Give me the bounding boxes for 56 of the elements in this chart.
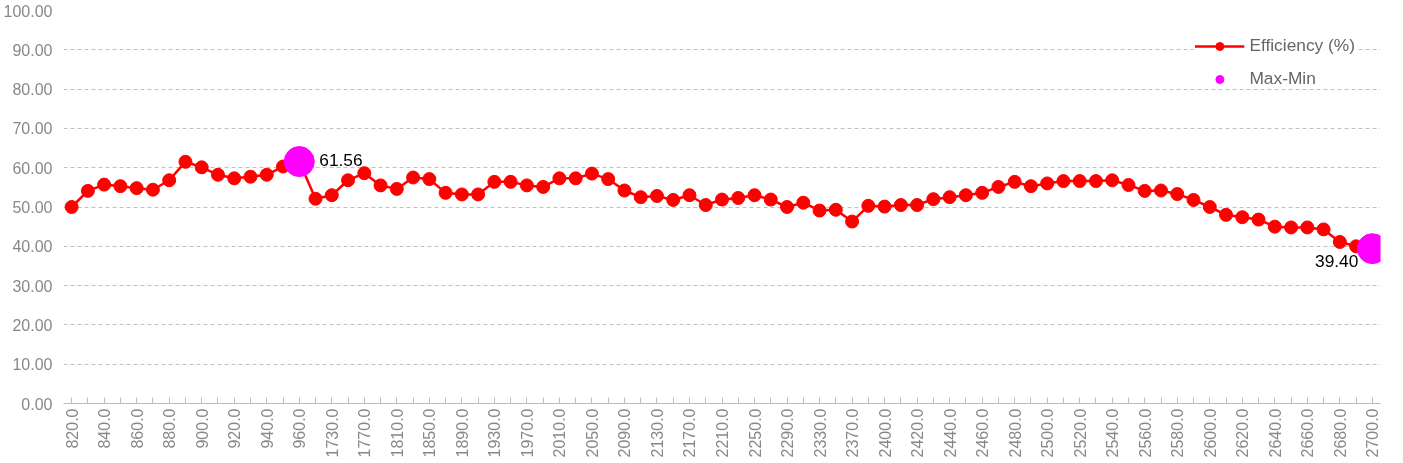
x-tick-label: 2090.0	[616, 408, 634, 458]
x-tick-label: 2400.0	[876, 408, 894, 458]
y-tick-label: 70.00	[12, 120, 53, 138]
x-tick-label: 820.0	[63, 408, 81, 449]
x-tick-label: 2620.0	[1234, 408, 1252, 458]
x-tick-label: 2210.0	[714, 408, 731, 458]
x-tick-label: 860.0	[128, 408, 146, 449]
x-tick-label: 900.0	[193, 408, 211, 449]
x-tick-label: 2600.0	[1201, 408, 1219, 458]
legend-label: Max-Min	[1249, 68, 1316, 89]
data-label: 61.56	[319, 149, 363, 170]
x-tick-label: 2370.0	[844, 408, 862, 458]
x-tick-label: 2640.0	[1266, 408, 1284, 458]
y-tick-label: 30.00	[12, 277, 53, 295]
x-tick-label: 2700.0	[1364, 408, 1382, 458]
legend-label: Efficiency (%)	[1249, 35, 1355, 56]
x-tick-label: 2540.0	[1104, 408, 1122, 458]
x-tick-label: 2290.0	[779, 408, 797, 458]
x-tick-label: 2520.0	[1071, 408, 1089, 458]
y-tick-label: 90.00	[12, 41, 53, 59]
x-tick-label: 1930.0	[486, 408, 504, 458]
x-tick-label: 2330.0	[811, 408, 829, 458]
x-tick-label: 2050.0	[583, 408, 601, 458]
x-tick-label: 920.0	[226, 408, 244, 449]
x-tick-label: 1730.0	[323, 408, 341, 458]
x-tick-label: 2560.0	[1136, 408, 1154, 458]
y-tick-label: 50.00	[12, 199, 53, 216]
x-tick-label: 840.0	[96, 408, 114, 449]
x-tick-label: 1970.0	[518, 408, 536, 458]
y-tick-label: 80.00	[12, 81, 53, 99]
x-tick-label: 2500.0	[1039, 408, 1057, 458]
x-tick-label: 1810.0	[388, 408, 406, 458]
x-tick-label: 2580.0	[1169, 408, 1187, 458]
x-tick-label: 1770.0	[356, 408, 374, 458]
y-tick-label: 0.00	[21, 395, 53, 413]
y-tick-label: 20.00	[12, 316, 53, 334]
x-tick-label: 880.0	[161, 408, 179, 449]
data-label: 39.40	[1315, 250, 1359, 271]
x-tick-label: 1850.0	[421, 408, 439, 458]
x-tick-label: 2680.0	[1331, 408, 1349, 458]
y-tick-label: 60.00	[12, 159, 53, 177]
x-tick-label: 2480.0	[1006, 408, 1024, 458]
x-tick-label: 2420.0	[909, 408, 927, 458]
x-tick-label: 2170.0	[681, 408, 699, 458]
y-tick-label: 40.00	[12, 238, 53, 256]
y-tick-label: 100.00	[3, 2, 53, 20]
x-tick-label: 2250.0	[746, 408, 764, 458]
x-tick-label: 2130.0	[648, 408, 666, 458]
x-tick-label: 1890.0	[453, 408, 471, 458]
x-tick-label: 2010.0	[551, 408, 569, 458]
y-tick-label: 10.00	[12, 356, 53, 374]
x-tick-label: 940.0	[258, 408, 276, 449]
x-tick-label: 960.0	[291, 408, 309, 449]
x-tick-label: 2660.0	[1299, 408, 1317, 458]
x-tick-label: 2440.0	[941, 408, 959, 458]
x-tick-label: 2460.0	[974, 408, 992, 458]
